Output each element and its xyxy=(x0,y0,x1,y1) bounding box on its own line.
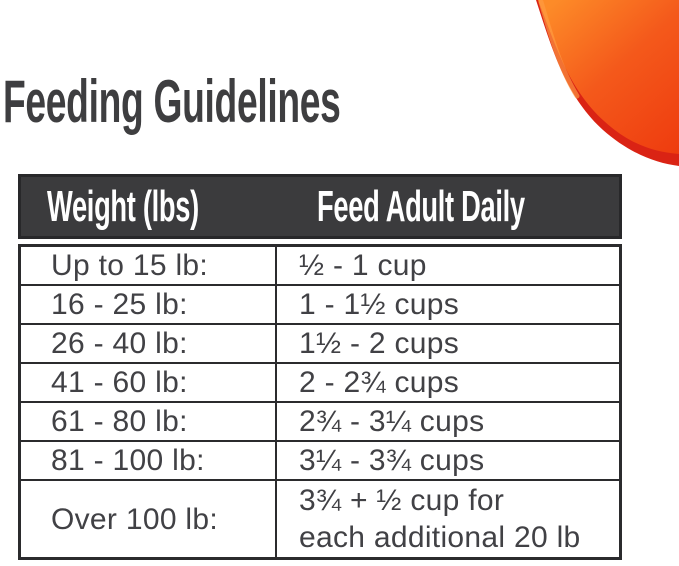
weight-cell: 16 - 25 lb: xyxy=(21,286,277,323)
weight-cell: 26 - 40 lb: xyxy=(21,325,277,362)
weight-cell: Up to 15 lb: xyxy=(21,247,277,284)
weight-cell: 81 - 100 lb: xyxy=(21,442,277,479)
page-title-text: Feeding Guidelines xyxy=(3,68,341,135)
feed-cell: 1 - 1½ cups xyxy=(299,288,460,321)
page-title: Feeding Guidelines xyxy=(3,72,547,132)
table-row: 16 - 25 lb: 1 - 1½ cups xyxy=(21,286,619,325)
table-row: 61 - 80 lb: 2¾ - 3¼ cups xyxy=(21,403,619,442)
red-rim-shape xyxy=(536,0,679,166)
table-body: Up to 15 lb: ½ - 1 cup 16 - 25 lb: 1 - 1… xyxy=(18,244,622,560)
table-row: 81 - 100 lb: 3¼ - 3¾ cups xyxy=(21,442,619,481)
table-header: Weight (lbs) Feed Adult Daily xyxy=(18,174,622,239)
weight-cell: 41 - 60 lb: xyxy=(21,364,277,401)
table-row: 26 - 40 lb: 1½ - 2 cups xyxy=(21,325,619,364)
header-feed-column: Feed Adult Daily xyxy=(277,181,652,231)
feed-cell: 3¼ - 3¾ cups xyxy=(299,444,485,477)
weight-cell: 61 - 80 lb: xyxy=(21,403,277,440)
table-row: 41 - 60 lb: 2 - 2¾ cups xyxy=(21,364,619,403)
header-weight-column: Weight (lbs) xyxy=(21,181,277,231)
feed-cell: ½ - 1 cup xyxy=(299,249,427,282)
table-row: Over 100 lb: 3¾ + ½ cup for each additio… xyxy=(21,481,619,557)
feed-cell: 1½ - 2 cups xyxy=(299,327,460,360)
feed-cell: 2¾ - 3¼ cups xyxy=(299,405,485,438)
feeding-table: Weight (lbs) Feed Adult Daily Up to 15 l… xyxy=(18,174,622,560)
orange-wave-shape xyxy=(538,0,679,154)
feed-cell: 2 - 2¾ cups xyxy=(299,366,460,399)
header-feed-label: Feed Adult Daily xyxy=(317,181,525,231)
table-row: Up to 15 lb: ½ - 1 cup xyxy=(21,247,619,286)
header-weight-label: Weight (lbs) xyxy=(47,181,199,231)
weight-cell: Over 100 lb: xyxy=(21,481,277,557)
feed-cell: 3¾ + ½ cup for each additional 20 lb xyxy=(299,484,581,554)
